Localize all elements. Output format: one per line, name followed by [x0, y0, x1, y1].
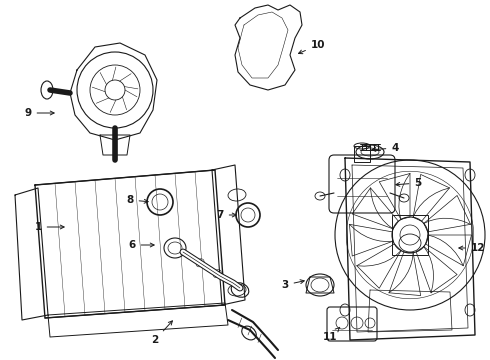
- Text: 7: 7: [216, 210, 236, 220]
- Text: 3: 3: [281, 280, 304, 290]
- Text: 1: 1: [34, 222, 64, 232]
- Bar: [354, 146, 370, 162]
- Text: 5: 5: [396, 178, 421, 188]
- Text: 11: 11: [323, 327, 340, 342]
- Text: 4: 4: [372, 143, 399, 153]
- Text: 2: 2: [151, 321, 172, 345]
- Text: 9: 9: [24, 108, 54, 118]
- Text: 8: 8: [126, 195, 148, 205]
- Bar: [392, 215, 428, 255]
- Text: 12: 12: [459, 243, 485, 253]
- Text: 10: 10: [298, 40, 325, 54]
- Text: 6: 6: [128, 240, 154, 250]
